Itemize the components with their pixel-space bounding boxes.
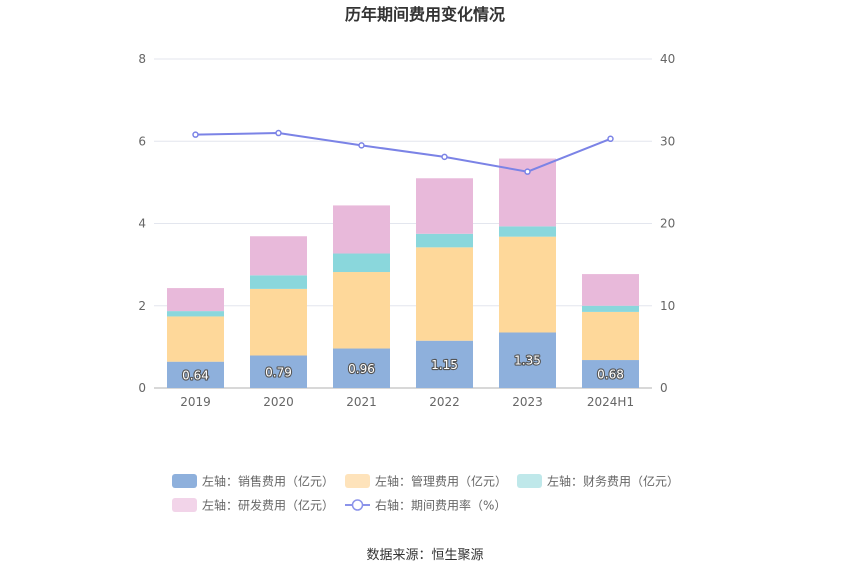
right-tick-label: 0 bbox=[660, 381, 668, 395]
bar-segment bbox=[250, 289, 307, 356]
legend-label: 左轴：管理费用（亿元） bbox=[375, 474, 507, 489]
rate-point bbox=[359, 143, 364, 148]
bars bbox=[167, 159, 639, 388]
left-tick-label: 8 bbox=[138, 52, 146, 66]
left-tick-label: 6 bbox=[138, 134, 146, 148]
chart-title: 历年期间费用变化情况 bbox=[345, 5, 505, 24]
bar-data-label: 0.64 bbox=[182, 368, 209, 382]
bar-segment bbox=[333, 254, 390, 273]
bar-segment bbox=[499, 226, 556, 236]
legend-label: 左轴：销售费用（亿元） bbox=[202, 474, 334, 489]
rate-point bbox=[276, 131, 281, 136]
bar-data-label: 0.96 bbox=[348, 362, 375, 376]
source-label: 数据来源：恒生聚源 bbox=[366, 548, 483, 563]
grid bbox=[154, 59, 652, 388]
left-tick-label: 0 bbox=[138, 381, 146, 395]
legend-swatch bbox=[517, 474, 542, 488]
right-axis: 0 10 20 30 40 bbox=[660, 52, 675, 395]
bar-segment bbox=[582, 274, 639, 306]
legend[interactable]: 左轴：销售费用（亿元） 左轴：管理费用（亿元） 左轴：财务费用（亿元） 左轴：研发费用… bbox=[172, 474, 679, 513]
bar-segment bbox=[416, 234, 473, 248]
rate-point bbox=[442, 154, 447, 159]
x-tick-label: 2019 bbox=[180, 395, 211, 409]
right-tick-label: 10 bbox=[660, 299, 675, 313]
bar-segment bbox=[416, 247, 473, 340]
bar-segment bbox=[167, 288, 224, 311]
legend-label: 左轴：财务费用（亿元） bbox=[547, 474, 679, 489]
rate-point bbox=[525, 169, 530, 174]
legend-label: 右轴：期间费用率（%） bbox=[375, 498, 506, 513]
legend-swatch bbox=[345, 474, 370, 488]
left-axis: 0 2 4 6 8 bbox=[138, 52, 146, 395]
rate-point bbox=[608, 136, 613, 141]
bar-data-label: 1.35 bbox=[514, 354, 541, 368]
data-labels: 0.64 0.79 0.96 1.15 1.35 0.68 bbox=[182, 354, 624, 383]
bar-segment bbox=[499, 237, 556, 333]
bar-segment bbox=[250, 236, 307, 275]
bar-segment bbox=[167, 316, 224, 361]
bar-segment bbox=[250, 275, 307, 289]
rate-point bbox=[193, 132, 198, 137]
x-tick-label: 2023 bbox=[512, 395, 543, 409]
chart: 历年期间费用变化情况 0 2 4 6 8 0 10 20 30 40 0.64 0.79 0.96 1… bbox=[0, 0, 850, 575]
bar-segment bbox=[333, 205, 390, 253]
x-tick-label: 2024H1 bbox=[587, 395, 634, 409]
legend-swatch bbox=[172, 498, 197, 512]
legend-swatch bbox=[172, 474, 197, 488]
bar-segment bbox=[167, 311, 224, 316]
x-tick-label: 2022 bbox=[429, 395, 460, 409]
bar-segment bbox=[582, 306, 639, 312]
x-axis: 2019 2020 2021 2022 2023 2024H1 bbox=[180, 395, 634, 409]
left-tick-label: 2 bbox=[138, 299, 146, 313]
bar-segment bbox=[416, 178, 473, 234]
x-tick-label: 2020 bbox=[263, 395, 294, 409]
right-tick-label: 30 bbox=[660, 134, 675, 148]
legend-label: 左轴：研发费用（亿元） bbox=[202, 498, 334, 513]
bar-data-label: 0.68 bbox=[597, 368, 624, 382]
bar-data-label: 0.79 bbox=[265, 365, 292, 379]
x-tick-label: 2021 bbox=[346, 395, 377, 409]
bar-segment bbox=[582, 312, 639, 360]
right-tick-label: 40 bbox=[660, 52, 675, 66]
left-tick-label: 4 bbox=[138, 217, 146, 231]
bar-segment bbox=[333, 272, 390, 348]
legend-line-marker bbox=[353, 500, 363, 510]
bar-data-label: 1.15 bbox=[431, 358, 458, 372]
right-tick-label: 20 bbox=[660, 217, 675, 231]
